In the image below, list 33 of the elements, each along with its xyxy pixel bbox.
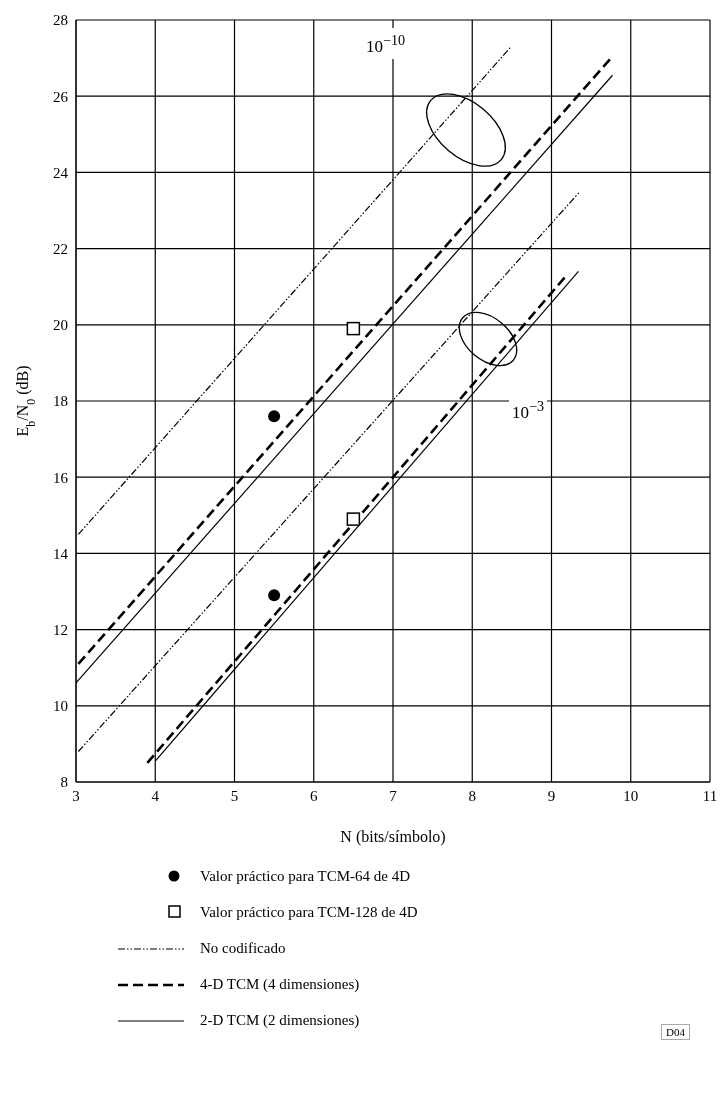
y-tick-label: 12 [53, 621, 68, 638]
annotation: 10$^{−3}$ [512, 398, 545, 422]
x-axis-title: N (bits/símbolo) [340, 828, 446, 846]
text: D04 [666, 1026, 685, 1038]
x-tick-label: 9 [547, 787, 556, 804]
y-tick-label: 24 [53, 164, 69, 181]
point [346, 321, 361, 336]
x-tick-label: 5 [230, 787, 239, 804]
legend-label: Valor práctico para TCM-64 de 4D [200, 867, 411, 885]
legend-label: Valor práctico para TCM-128 de 4D [200, 903, 418, 921]
y-tick-label: 20 [53, 317, 68, 334]
legend-label: 2-D TCM (2 dimensiones) [200, 1011, 360, 1029]
y-tick-label: 18 [53, 393, 68, 410]
y-tick-label: 26 [53, 88, 69, 105]
y-tick-label: 28 [53, 12, 68, 29]
x-tick-label: 3 [72, 787, 80, 804]
x-tick-label: 6 [310, 787, 318, 804]
y-tick-label: 10 [53, 698, 68, 715]
x-tick-label: 10 [623, 787, 639, 804]
point [346, 512, 361, 526]
x-tick-label: 4 [151, 787, 160, 804]
legend-label: No codificado [200, 939, 286, 957]
y-tick-label: 22 [53, 240, 68, 257]
point [268, 410, 281, 423]
y-tick-label: 14 [53, 545, 69, 562]
x-tick-label: 11 [702, 787, 718, 804]
y-tick-label: 16 [53, 469, 69, 486]
x-tick-label: 8 [468, 787, 476, 804]
x-tick-label: 7 [389, 787, 398, 804]
point [268, 589, 281, 602]
annotation: 10$^{−10}$ [366, 32, 406, 56]
legend-label: 4-D TCM (4 dimensiones) [200, 975, 360, 993]
y-tick-label: 8 [60, 774, 68, 791]
